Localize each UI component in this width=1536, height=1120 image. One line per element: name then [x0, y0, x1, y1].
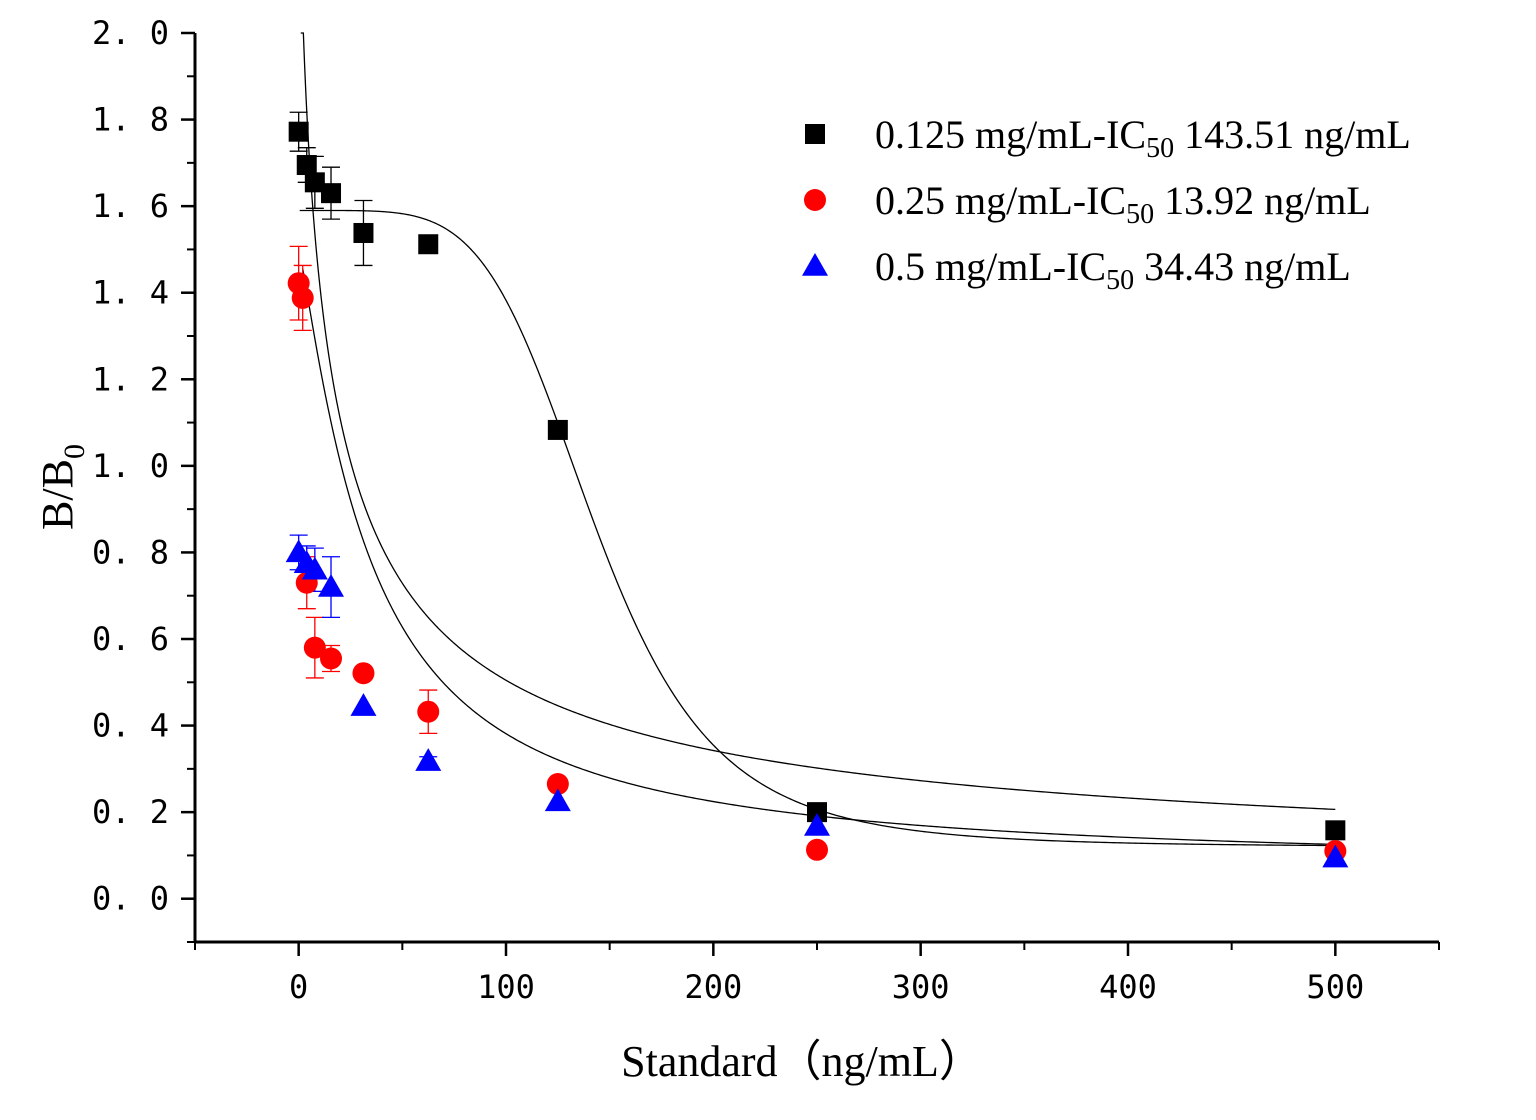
data-point-square [321, 183, 342, 204]
y-tick-label: 1. 8 [92, 101, 169, 139]
data-point-triangle [318, 574, 345, 597]
legend-label: 0.125 mg/mL-IC50 143.51 ng/mL [875, 112, 1411, 164]
data-point-triangle [1322, 844, 1349, 868]
data-point-square [353, 222, 374, 243]
data-point-triangle [544, 788, 571, 812]
legend-label-text: 0.125 mg/mL-IC [875, 112, 1146, 157]
fit-curve [300, 32, 1336, 811]
legend-label-subscript: 50 [1106, 265, 1134, 296]
data-point-circle [303, 636, 326, 659]
x-tick-label: 200 [684, 968, 742, 1006]
data-points [285, 121, 1349, 868]
y-axis-title: B/B0 [33, 444, 91, 530]
y-tick-label: 0. 2 [92, 793, 169, 831]
legend-label: 0.25 mg/mL-IC50 13.92 ng/mL [875, 178, 1371, 230]
axes: 0. 0 0. 2 0. 4 0. 6 0. 8 1. 0 1. 2 1. 4 1. 6 1. 8… [92, 14, 1440, 1006]
data-point-circle [320, 647, 343, 670]
legend-marker-triangle [802, 253, 828, 276]
data-point-circle [546, 773, 569, 796]
x-tick-label: 300 [892, 968, 950, 1006]
y-tick-label: 1. 4 [92, 274, 169, 312]
data-point-square [807, 802, 827, 823]
data-point-circle [806, 838, 828, 861]
legend-label-value: 13.92 ng/mL [1154, 178, 1371, 223]
data-point-square [288, 121, 309, 142]
y-tick-label: 2. 0 [92, 14, 169, 52]
y-tick-label: 0. 8 [92, 533, 169, 571]
x-tick-label: 500 [1306, 968, 1364, 1006]
legend-label-value: 34.43 ng/mL [1134, 244, 1351, 289]
legend-marker-circle [804, 189, 826, 211]
x-tick-label: 400 [1099, 968, 1157, 1006]
y-tick-label: 1. 6 [92, 187, 169, 225]
y-axis-title-main: B/B [33, 459, 82, 530]
y-tick-label: 0. 4 [92, 707, 169, 745]
data-point-triangle [350, 693, 377, 716]
legend-label-subscript: 50 [1146, 133, 1174, 164]
x-tick-label: 100 [477, 968, 535, 1006]
data-point-square [547, 419, 568, 440]
data-point-circle [291, 286, 314, 309]
legend: 0.125 mg/mL-IC50 143.51 ng/mL0.25 mg/mL-… [802, 112, 1411, 296]
fit-curve [302, 268, 1336, 846]
y-tick-label: 0. 6 [92, 620, 169, 658]
data-point-square [1325, 820, 1346, 841]
x-tick-label: 0 [289, 968, 308, 1006]
legend-marker-square [805, 124, 825, 144]
y-tick-label: 1. 2 [92, 360, 169, 398]
data-point-square [418, 234, 439, 255]
legend-label-text: 0.25 mg/mL-IC [875, 178, 1126, 223]
data-point-circle [417, 700, 440, 723]
fit-curve [299, 209, 1336, 847]
y-tick-label: 1. 0 [92, 447, 169, 485]
y-tick-label: 0. 0 [92, 880, 169, 918]
legend-label-subscript: 50 [1126, 199, 1154, 230]
y-axis-title-sub: 0 [58, 444, 91, 459]
x-axis-title: Standard（ng/mL） [621, 1037, 983, 1086]
data-point-triangle [804, 812, 830, 836]
data-point-square [304, 172, 325, 193]
legend-label-text: 0.5 mg/mL-IC [875, 244, 1106, 289]
data-point-triangle [301, 556, 328, 580]
data-point-triangle [415, 748, 442, 771]
legend-label: 0.5 mg/mL-IC50 34.43 ng/mL [875, 244, 1351, 296]
legend-label-value: 143.51 ng/mL [1174, 112, 1411, 157]
data-point-circle [352, 662, 375, 685]
y-axis-title-group: B/B0 [33, 444, 91, 530]
data-point-square [296, 155, 317, 176]
